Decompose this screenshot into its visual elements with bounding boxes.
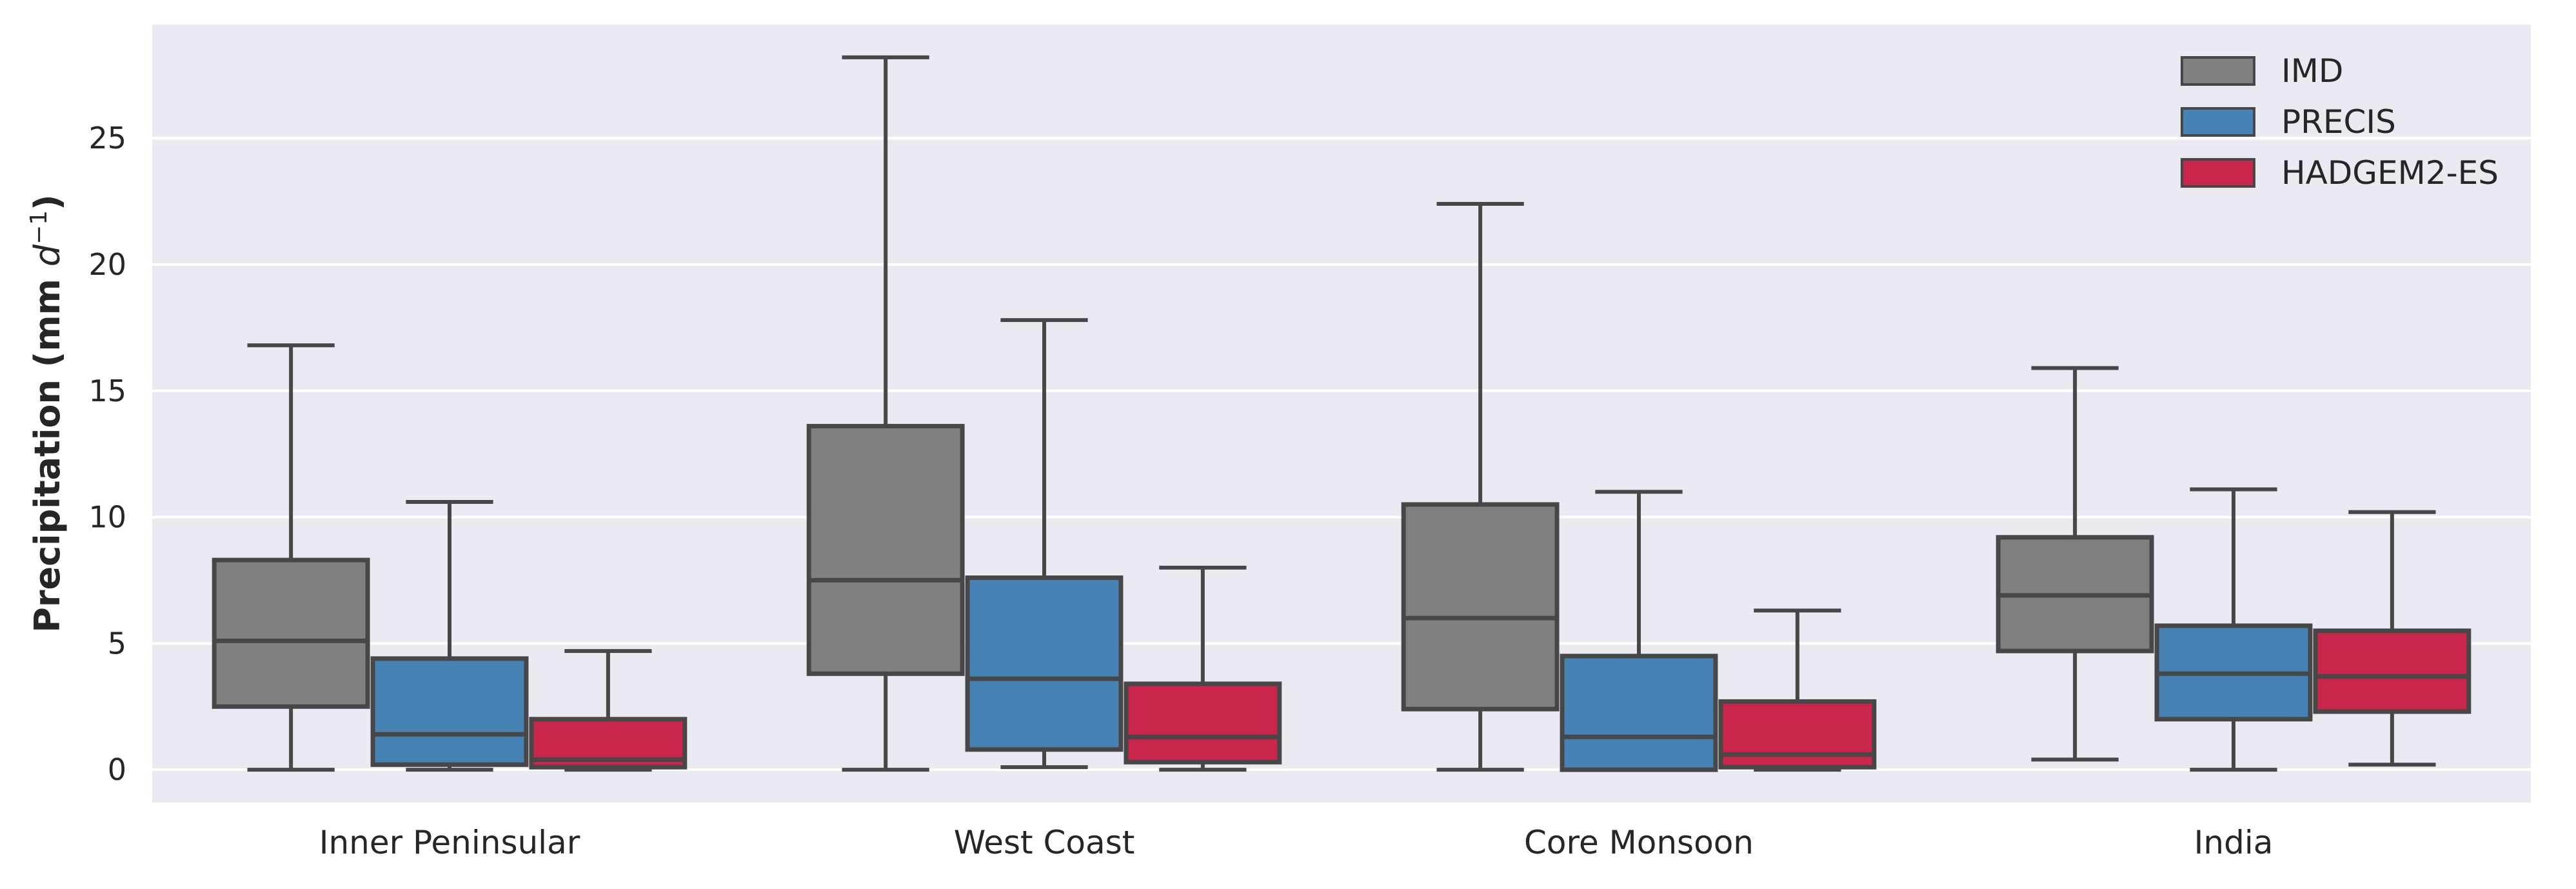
box-precis-inner-peninsular <box>370 500 529 772</box>
y-tick-label-15: 15 <box>88 374 126 408</box>
x-tick-label: Core Monsoon <box>1524 824 1754 861</box>
grid-lines <box>152 137 2531 772</box>
x-tick-label: Inner Peninsular <box>319 824 580 861</box>
legend-label-precis: PRECIS <box>2281 103 2396 141</box>
y-tick-label-10: 10 <box>88 500 126 535</box>
y-axis-label-main: Precipitation (mm <box>27 266 68 632</box>
x-tick-labels: Inner Peninsular West Coast Core Monsoon In… <box>319 824 2274 861</box>
box-hadgem2-es-india <box>2313 510 2472 767</box>
y-axis-label-exponent: −1 <box>26 210 52 245</box>
y-tick-label-0: 0 <box>108 752 126 787</box>
box-body <box>1124 681 1282 764</box>
y-axis-label-unit: d <box>27 244 68 266</box>
plot-background <box>152 25 2531 803</box>
box-body <box>965 575 1124 752</box>
box-imd-india <box>1996 366 2154 762</box>
y-tick-label-25: 25 <box>88 121 126 155</box>
y-axis-label-close: ) <box>27 194 68 210</box>
box-body <box>1401 502 1560 712</box>
legend-swatch-imd <box>2181 56 2255 86</box>
box-body <box>806 424 965 676</box>
box-hadgem2-es-core-monsoon <box>1718 608 1877 772</box>
box-body <box>1718 699 1877 770</box>
box-plots <box>212 55 2472 772</box>
box-body <box>370 656 529 767</box>
box-imd-inner-peninsular <box>212 343 370 772</box>
y-tick-label-5: 5 <box>108 626 126 661</box>
legend: IMD PRECIS HADGEM2-ES <box>2181 52 2499 192</box>
box-body <box>1560 654 1718 772</box>
y-tick-label-20: 20 <box>88 247 126 282</box>
box-body <box>212 557 370 709</box>
box-imd-core-monsoon <box>1401 202 1560 772</box>
box-hadgem2-es-west-coast <box>1124 565 1282 772</box>
legend-label-hadgem2-es: HADGEM2-ES <box>2281 154 2499 192</box>
box-precis-west-coast <box>965 318 1124 770</box>
y-tick-labels: 0 5 10 15 20 25 <box>88 121 126 787</box>
box-hadgem2-es-inner-peninsular <box>529 649 688 772</box>
box-precis-india <box>2154 487 2313 772</box>
y-axis-label: Precipitation (mm d−1) <box>26 194 68 633</box>
x-tick-label: India <box>2194 824 2274 861</box>
box-imd-west-coast <box>806 55 965 772</box>
legend-swatch-hadgem2-es <box>2181 158 2255 188</box>
box-precis-core-monsoon <box>1560 490 1718 772</box>
legend-label-imd: IMD <box>2281 52 2343 90</box>
box-body <box>2313 628 2472 714</box>
legend-swatch-precis <box>2181 107 2255 137</box>
x-tick-label: West Coast <box>954 824 1135 861</box>
